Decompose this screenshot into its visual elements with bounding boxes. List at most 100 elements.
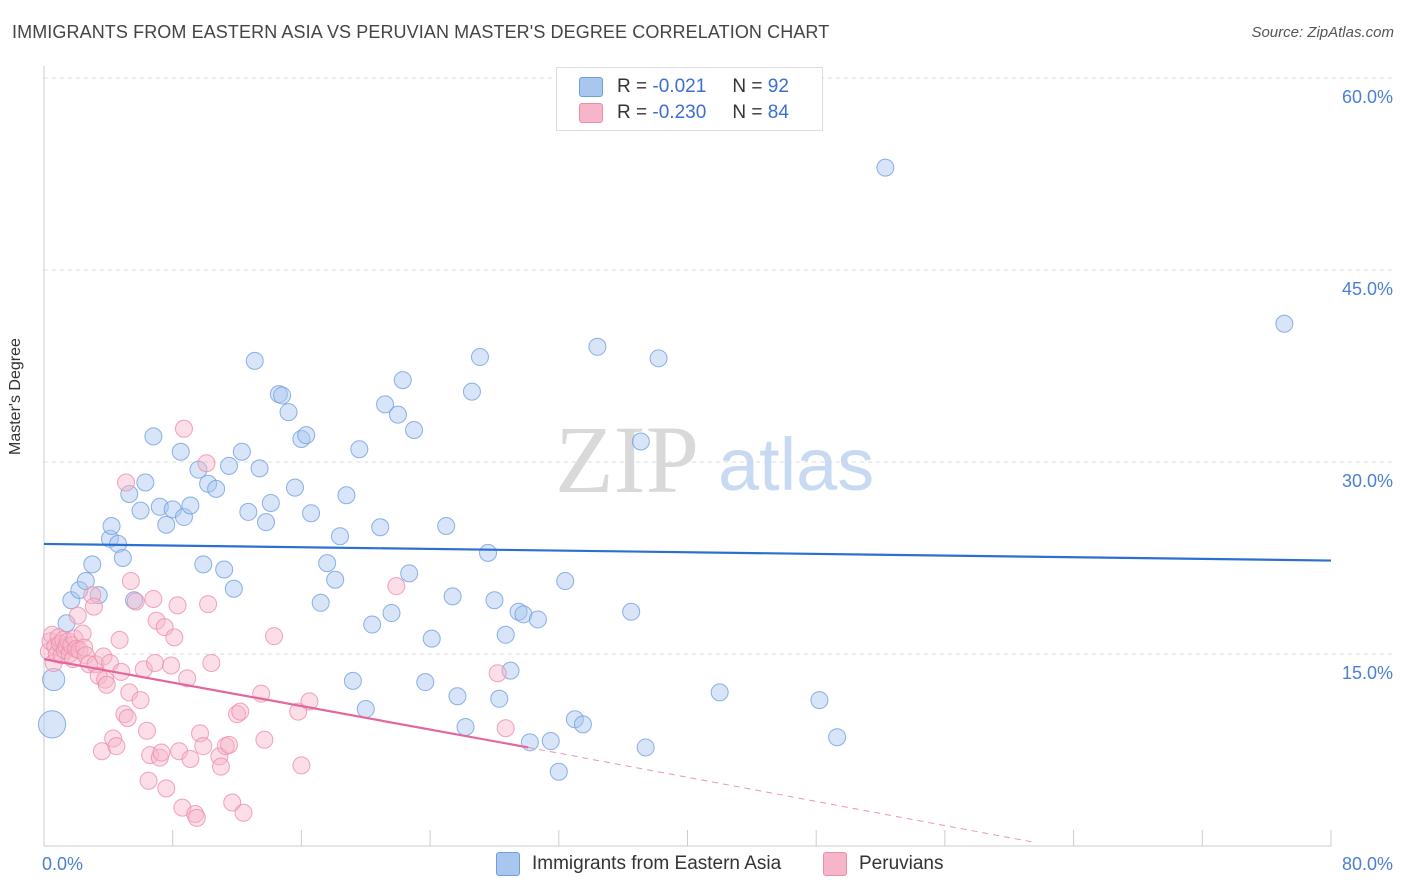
point-eastern-asia <box>876 158 895 177</box>
point-peruvians <box>94 647 113 666</box>
point-peruvians <box>202 653 221 672</box>
point-peruvians <box>126 592 145 611</box>
point-peruvians <box>84 597 103 616</box>
point-eastern-asia <box>405 421 424 439</box>
bottom-legend-swatch-pink <box>823 852 847 876</box>
bottom-legend-peruvians: Peruvians <box>823 852 944 876</box>
point-peruvians <box>199 595 218 614</box>
trend-lines <box>43 542 1332 843</box>
point-eastern-asia <box>622 602 641 621</box>
point-eastern-asia <box>157 515 176 534</box>
point-eastern-asia <box>37 710 67 739</box>
legend-r-label: R = <box>617 76 648 97</box>
watermark-atlas: atlas <box>718 423 874 506</box>
point-eastern-asia <box>588 337 607 356</box>
point-eastern-asia <box>549 762 568 781</box>
point-peruvians <box>223 793 242 812</box>
point-eastern-asia <box>331 527 350 546</box>
point-peruvians <box>228 705 247 724</box>
point-eastern-asia <box>437 517 456 535</box>
point-eastern-asia <box>388 405 407 424</box>
point-eastern-asia <box>636 738 655 757</box>
point-peruvians <box>178 669 197 688</box>
point-eastern-asia <box>573 715 592 734</box>
point-eastern-asia <box>456 717 475 736</box>
point-eastern-asia <box>514 605 533 624</box>
point-eastern-asia <box>232 442 251 461</box>
x-tick-label: 0.0% <box>42 854 83 874</box>
bottom-legend-label: Peruvians <box>859 853 944 874</box>
point-eastern-asia <box>194 555 213 574</box>
point-peruvians <box>92 742 111 761</box>
point-peruvians <box>168 596 187 615</box>
point-eastern-asia <box>136 473 155 492</box>
point-eastern-asia <box>343 671 362 690</box>
point-eastern-asia <box>257 513 276 532</box>
point-peruvians <box>488 664 507 683</box>
point-eastern-asia <box>462 382 481 401</box>
point-peruvians <box>68 606 87 625</box>
point-peruvians <box>107 737 126 756</box>
point-eastern-asia <box>144 427 163 446</box>
point-eastern-asia <box>273 386 292 405</box>
point-eastern-asia <box>496 625 515 644</box>
point-eastern-asia <box>279 403 298 422</box>
bottom-legend-label: Immigrants from Eastern Asia <box>532 853 782 874</box>
y-tick-label: 30.0% <box>1342 471 1393 491</box>
point-eastern-asia <box>207 479 226 498</box>
point-peruvians <box>165 628 184 647</box>
point-peruvians <box>187 808 206 827</box>
point-eastern-asia <box>520 733 539 752</box>
point-eastern-asia <box>224 579 243 598</box>
point-peruvians <box>220 735 239 754</box>
x-tick-label: 80.0% <box>1342 854 1393 874</box>
point-peruvians <box>118 709 137 727</box>
point-eastern-asia <box>470 348 489 367</box>
point-eastern-asia <box>416 673 435 692</box>
point-eastern-asia <box>490 689 509 708</box>
watermark-zip: ZIP <box>555 406 699 513</box>
trend-line-peruvians <box>43 658 529 749</box>
point-eastern-asia <box>261 493 280 512</box>
point-peruvians <box>121 572 140 591</box>
point-peruvians <box>496 719 515 738</box>
point-eastern-asia <box>649 349 668 368</box>
point-eastern-asia <box>131 501 150 520</box>
point-eastern-asia <box>220 456 239 475</box>
point-eastern-asia <box>89 586 108 605</box>
point-eastern-asia <box>393 371 412 390</box>
bottom-legend-eastern-asia: Immigrants from Eastern Asia <box>496 852 781 876</box>
source-label: Source: ZipAtlas.com <box>1251 24 1394 41</box>
point-peruvians <box>139 771 158 790</box>
legend-n-value: 92 <box>767 76 789 97</box>
point-peruvians <box>211 757 230 776</box>
point-peruvians <box>110 630 129 649</box>
point-peruvians <box>231 702 250 721</box>
point-eastern-asia <box>382 604 401 623</box>
legend-swatch-blue <box>579 77 603 97</box>
legend-r-value: -0.021 <box>652 76 707 97</box>
point-eastern-asia <box>311 593 330 612</box>
point-peruvians <box>75 638 94 657</box>
legend-r-value: -0.230 <box>652 102 707 123</box>
legend-r-label: R = <box>617 102 648 123</box>
tick-labels: 15.0% 30.0% 45.0% 60.0% 0.0% 80.0% <box>42 87 1393 874</box>
axes <box>43 66 1332 847</box>
point-eastern-asia <box>356 700 375 719</box>
legend-row-eastern-asia: R = -0.021 N = 92 <box>579 75 789 99</box>
legend-n-label: N = <box>732 102 763 123</box>
point-eastern-asia <box>443 587 462 606</box>
bottom-legend-swatch-blue <box>496 852 520 876</box>
point-eastern-asia <box>285 478 304 497</box>
point-peruvians <box>162 656 181 675</box>
point-peruvians <box>144 589 163 608</box>
legend-n-value: 84 <box>767 102 789 123</box>
point-peruvians <box>137 721 156 740</box>
legend-n-label: N = <box>732 76 763 97</box>
point-peruvians <box>255 730 274 749</box>
point-eastern-asia <box>102 517 121 535</box>
point-eastern-asia <box>83 555 102 574</box>
legend-swatch-pink <box>579 103 603 123</box>
point-eastern-asia <box>326 570 345 589</box>
